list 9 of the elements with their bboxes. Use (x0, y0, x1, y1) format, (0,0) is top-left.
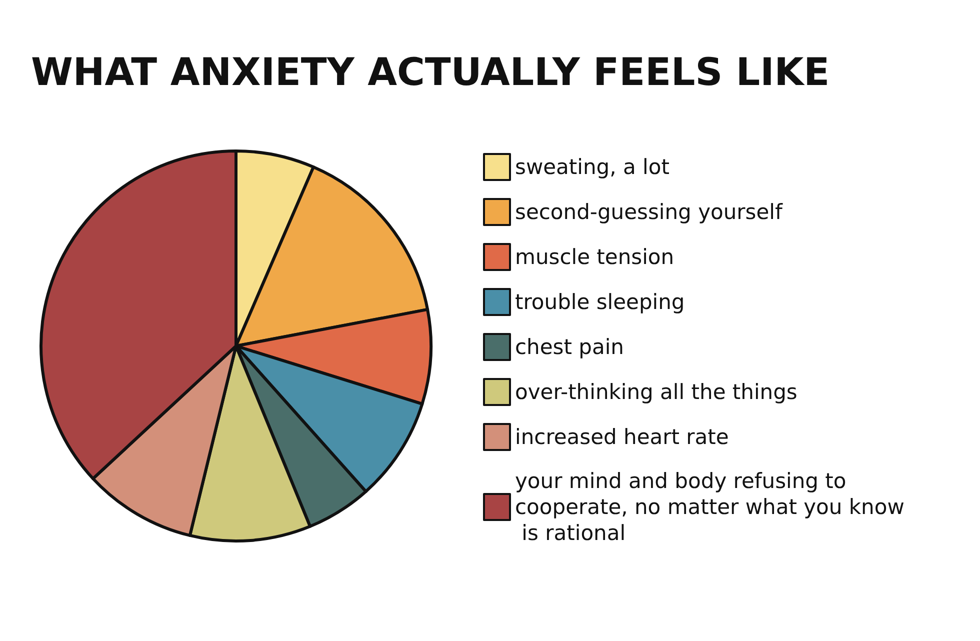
legend-label: muscle tension (515, 245, 674, 269)
chart-title: WHAT ANXIETY ACTUALLY FEELS LIKE (31, 50, 830, 94)
legend-label: sweating, a lot (515, 155, 670, 179)
legend-label: trouble sleeping (515, 290, 685, 314)
legend-label: your mind and body refusing to cooperate, no matter what you know is rational (515, 469, 904, 545)
legend-label: chest pain (515, 335, 624, 359)
legend-label: second-guessing yourself (515, 200, 783, 224)
legend-label: increased heart rate (515, 425, 729, 449)
legend-label: over-thinking all the things (515, 380, 798, 404)
